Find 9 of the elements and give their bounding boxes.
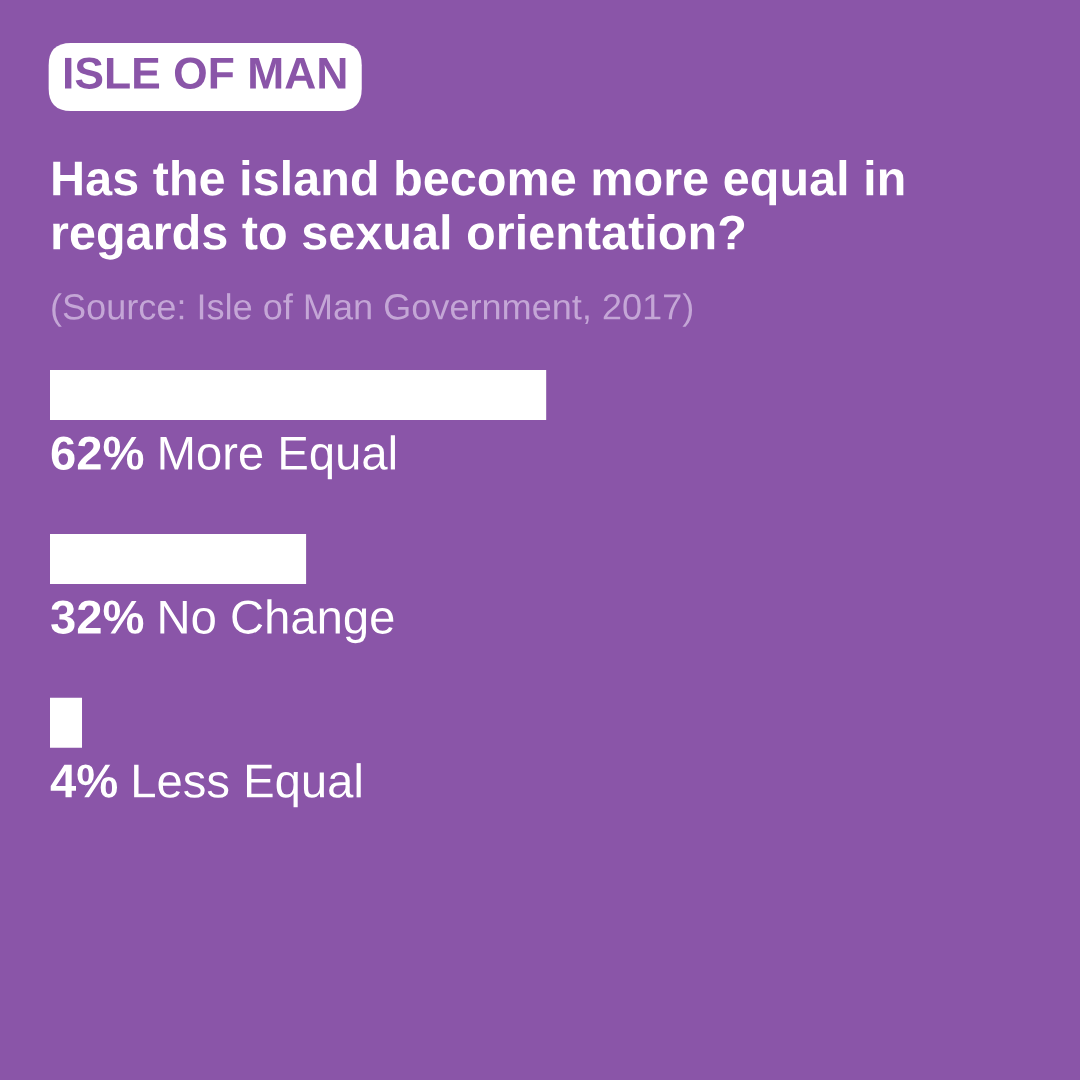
- chart-subtitle: ISLE OF MAN: [64, 57, 346, 89]
- data-label: 32%: [51, 600, 144, 634]
- y-tick-label: No Change: [160, 599, 394, 644]
- y-tick-label: Less Equal: [134, 763, 361, 808]
- y-tick-label: More Equal: [160, 435, 395, 480]
- chart-title: Has the island become more equal in regards to sexual orientation?: [53, 160, 904, 260]
- data-label: 4%: [50, 764, 118, 798]
- data-label: 62%: [51, 436, 144, 470]
- text: (Source: Isle of Man Government, 2017): [52, 293, 693, 327]
